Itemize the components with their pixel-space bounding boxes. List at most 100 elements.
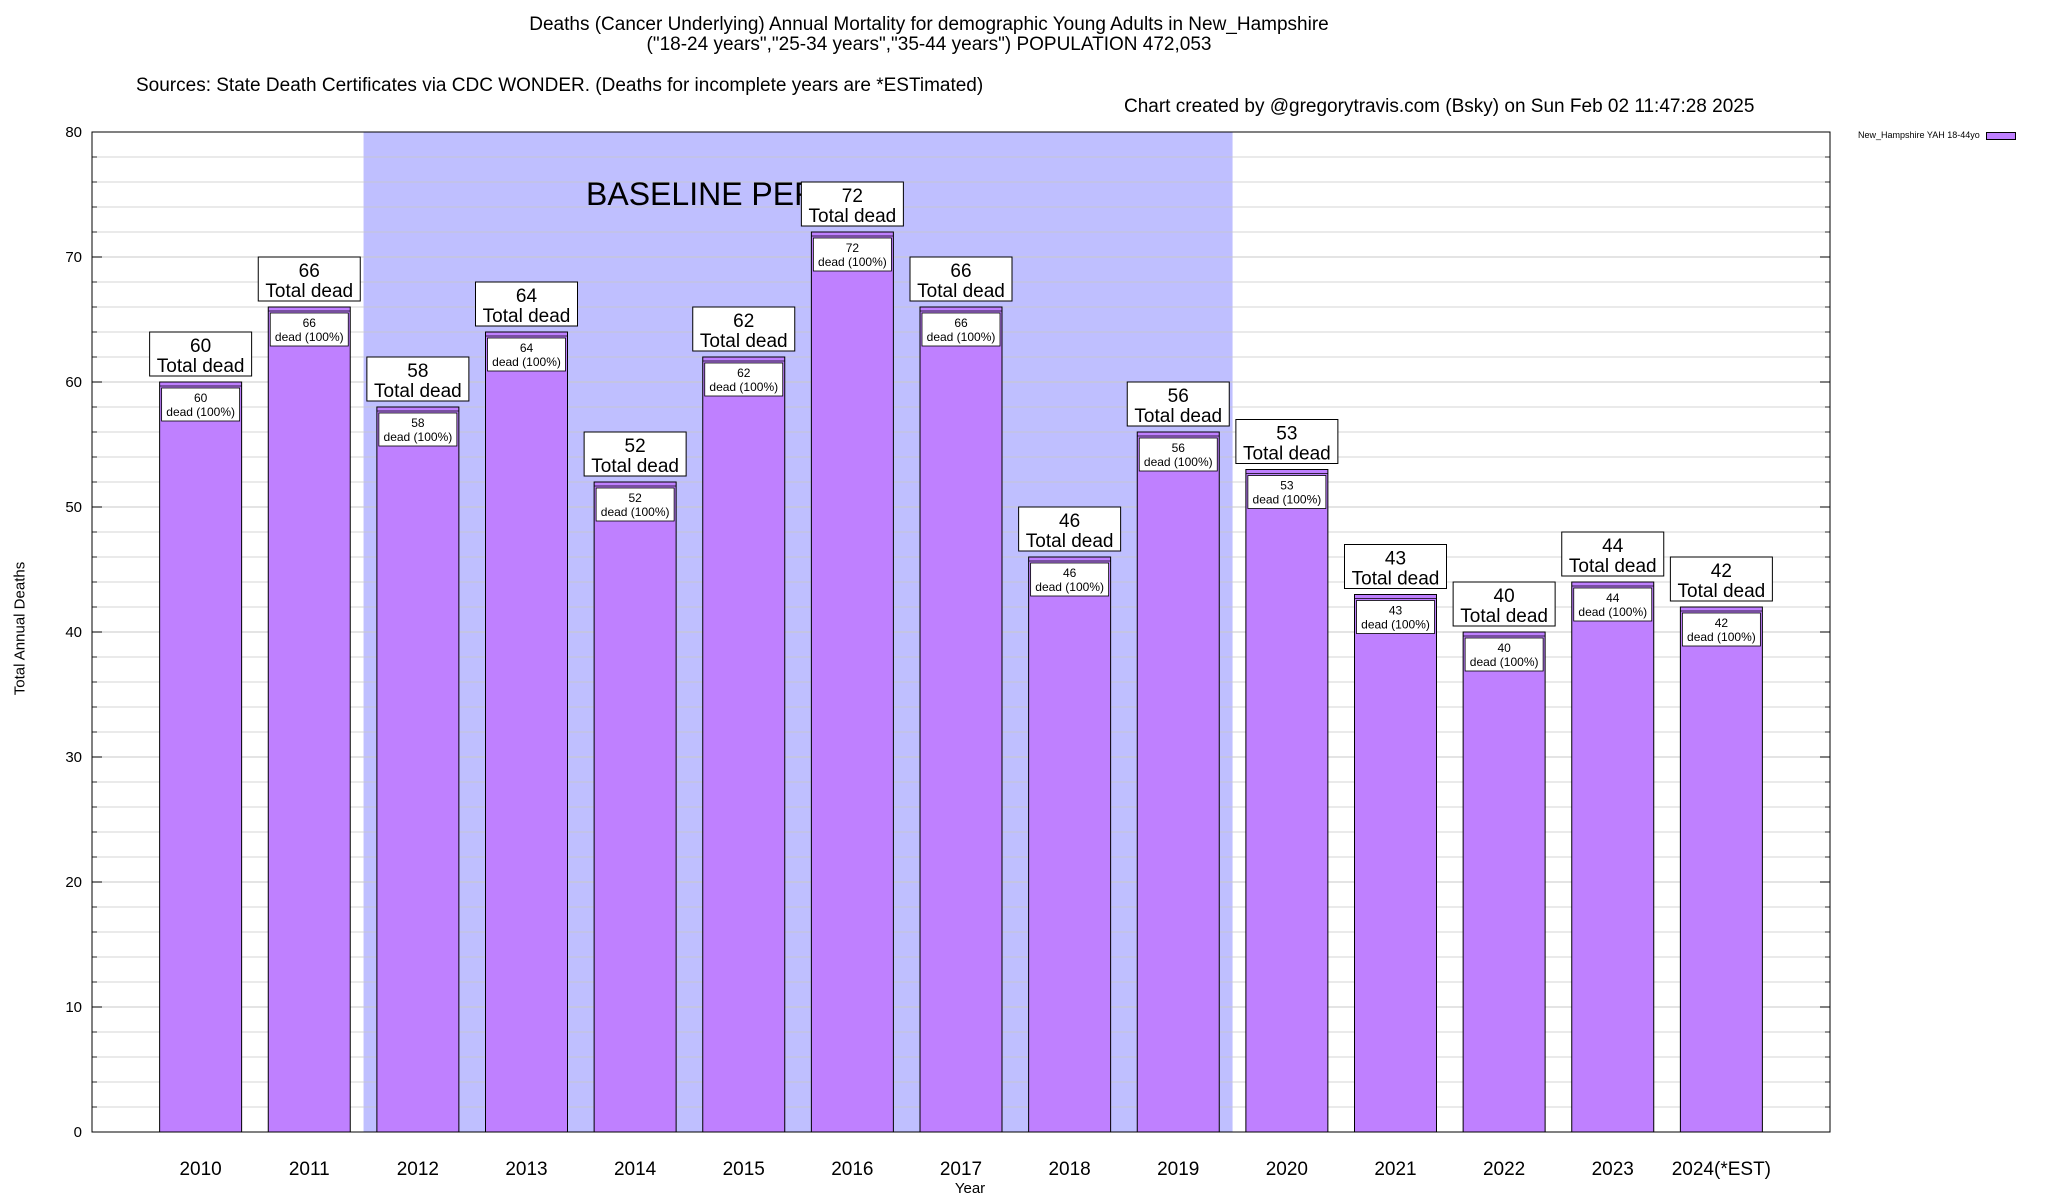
total-value-label: 58 xyxy=(407,361,428,382)
total-label-box xyxy=(1235,419,1339,464)
inner-percent-label: dead (100%) xyxy=(384,430,453,444)
inner-value-label: 58 xyxy=(411,416,425,430)
total-label-box xyxy=(1452,581,1556,627)
inner-percent-label: dead (100%) xyxy=(818,255,887,269)
inner-value-label: 72 xyxy=(846,241,860,255)
total-dead-label: Total dead xyxy=(1678,581,1766,602)
x-tick-label: 2011 xyxy=(289,1159,330,1180)
bar xyxy=(1136,431,1220,1133)
x-tick-label: 2024(*EST) xyxy=(1672,1159,1771,1180)
y-tick-label: 0 xyxy=(74,1124,82,1141)
y-tick-label: 40 xyxy=(65,624,82,641)
bar xyxy=(702,356,786,1133)
total-label-box xyxy=(909,256,1013,302)
inner-value-label: 52 xyxy=(628,491,642,505)
inner-label-box xyxy=(269,312,349,347)
inner-label-box xyxy=(1573,587,1653,622)
total-value-label: 53 xyxy=(1276,424,1297,445)
y-tick-label: 10 xyxy=(65,999,82,1016)
inner-percent-label: dead (100%) xyxy=(1578,605,1647,619)
bar xyxy=(485,331,568,1133)
bar xyxy=(267,306,351,1133)
inner-percent-label: dead (100%) xyxy=(1144,455,1213,469)
total-dead-label: Total dead xyxy=(917,281,1005,302)
inner-value-label: 62 xyxy=(737,366,751,380)
inner-label-box xyxy=(1356,600,1435,634)
x-tick-label: 2022 xyxy=(1483,1159,1525,1180)
y-tick-label: 70 xyxy=(65,249,82,266)
total-value-label: 64 xyxy=(516,286,538,307)
inner-label-box xyxy=(487,337,566,372)
total-label-box xyxy=(1126,381,1230,427)
bar xyxy=(919,306,1003,1133)
inner-percent-label: dead (100%) xyxy=(927,330,996,344)
total-value-label: 40 xyxy=(1494,586,1515,607)
total-value-label: 52 xyxy=(625,436,646,457)
total-dead-label: Total dead xyxy=(483,306,571,327)
x-tick-label: 2014 xyxy=(614,1159,657,1180)
y-tick-label: 30 xyxy=(65,749,82,766)
total-label-box xyxy=(257,256,361,302)
total-dead-label: Total dead xyxy=(1352,569,1440,590)
bar xyxy=(1462,631,1546,1133)
inner-label-box xyxy=(1464,637,1544,672)
inner-label-box xyxy=(161,387,241,422)
legend-series-label: New_Hampshire YAH 18-44yo xyxy=(1858,130,1980,140)
x-tick-label: 2020 xyxy=(1266,1159,1308,1180)
total-label-box xyxy=(1669,556,1773,602)
x-tick-label: 2019 xyxy=(1157,1159,1199,1180)
total-dead-label: Total dead xyxy=(265,281,353,302)
total-dead-label: Total dead xyxy=(1026,531,1114,552)
inner-percent-label: dead (100%) xyxy=(709,380,778,394)
x-tick-label: 2012 xyxy=(397,1159,439,1180)
y-tick-label: 60 xyxy=(65,374,82,391)
total-dead-label: Total dead xyxy=(374,381,462,402)
inner-value-label: 60 xyxy=(194,391,208,405)
chart-source-line: Sources: State Death Certificates via CD… xyxy=(0,54,2048,117)
chart-source: Sources: State Death Certificates via CD… xyxy=(136,75,984,96)
total-value-label: 60 xyxy=(190,336,211,357)
inner-label-box xyxy=(921,312,1001,347)
x-tick-label: 2013 xyxy=(505,1159,547,1180)
inner-value-label: 66 xyxy=(954,316,968,330)
total-dead-label: Total dead xyxy=(1134,406,1222,427)
total-dead-label: Total dead xyxy=(157,356,245,377)
inner-percent-label: dead (100%) xyxy=(1687,630,1756,644)
total-label-box xyxy=(583,431,687,477)
total-label-box xyxy=(692,306,796,352)
x-axis-label: Year xyxy=(954,1180,986,1197)
x-tick-label: 2023 xyxy=(1592,1159,1634,1180)
total-value-label: 66 xyxy=(299,261,320,282)
chart-title: Deaths (Cancer Underlying) Annual Mortal… xyxy=(529,14,1329,35)
inner-label-box xyxy=(1030,562,1110,597)
inner-label-box xyxy=(378,412,458,447)
inner-value-label: 43 xyxy=(1389,604,1403,618)
inner-label-box xyxy=(704,362,784,397)
inner-percent-label: dead (100%) xyxy=(166,405,235,419)
total-value-label: 66 xyxy=(950,261,971,282)
x-tick-label: 2015 xyxy=(723,1159,765,1180)
inner-label-box xyxy=(1138,437,1218,472)
total-value-label: 62 xyxy=(733,311,754,332)
x-tick-label: 2010 xyxy=(179,1159,221,1180)
inner-value-label: 53 xyxy=(1280,479,1294,493)
legend-swatch xyxy=(1985,131,2016,140)
inner-label-box xyxy=(1247,475,1327,509)
y-axis-label: Total Annual Deaths xyxy=(11,561,29,696)
inner-percent-label: dead (100%) xyxy=(1470,655,1539,669)
inner-percent-label: dead (100%) xyxy=(1253,493,1322,507)
y-tick-label: 80 xyxy=(65,124,82,141)
total-label-box xyxy=(149,331,253,377)
total-value-label: 56 xyxy=(1168,386,1189,407)
total-value-label: 42 xyxy=(1711,561,1732,582)
inner-label-box xyxy=(812,237,892,272)
x-tick-label: 2018 xyxy=(1048,1159,1090,1180)
inner-label-box xyxy=(1681,612,1761,647)
y-tick-label: 50 xyxy=(65,499,82,516)
total-dead-label: Total dead xyxy=(1569,556,1657,577)
total-dead-label: Total dead xyxy=(591,456,679,477)
x-tick-label: 2016 xyxy=(831,1159,873,1180)
inner-value-label: 46 xyxy=(1063,566,1077,580)
total-value-label: 43 xyxy=(1385,549,1406,570)
bar xyxy=(1245,469,1329,1133)
